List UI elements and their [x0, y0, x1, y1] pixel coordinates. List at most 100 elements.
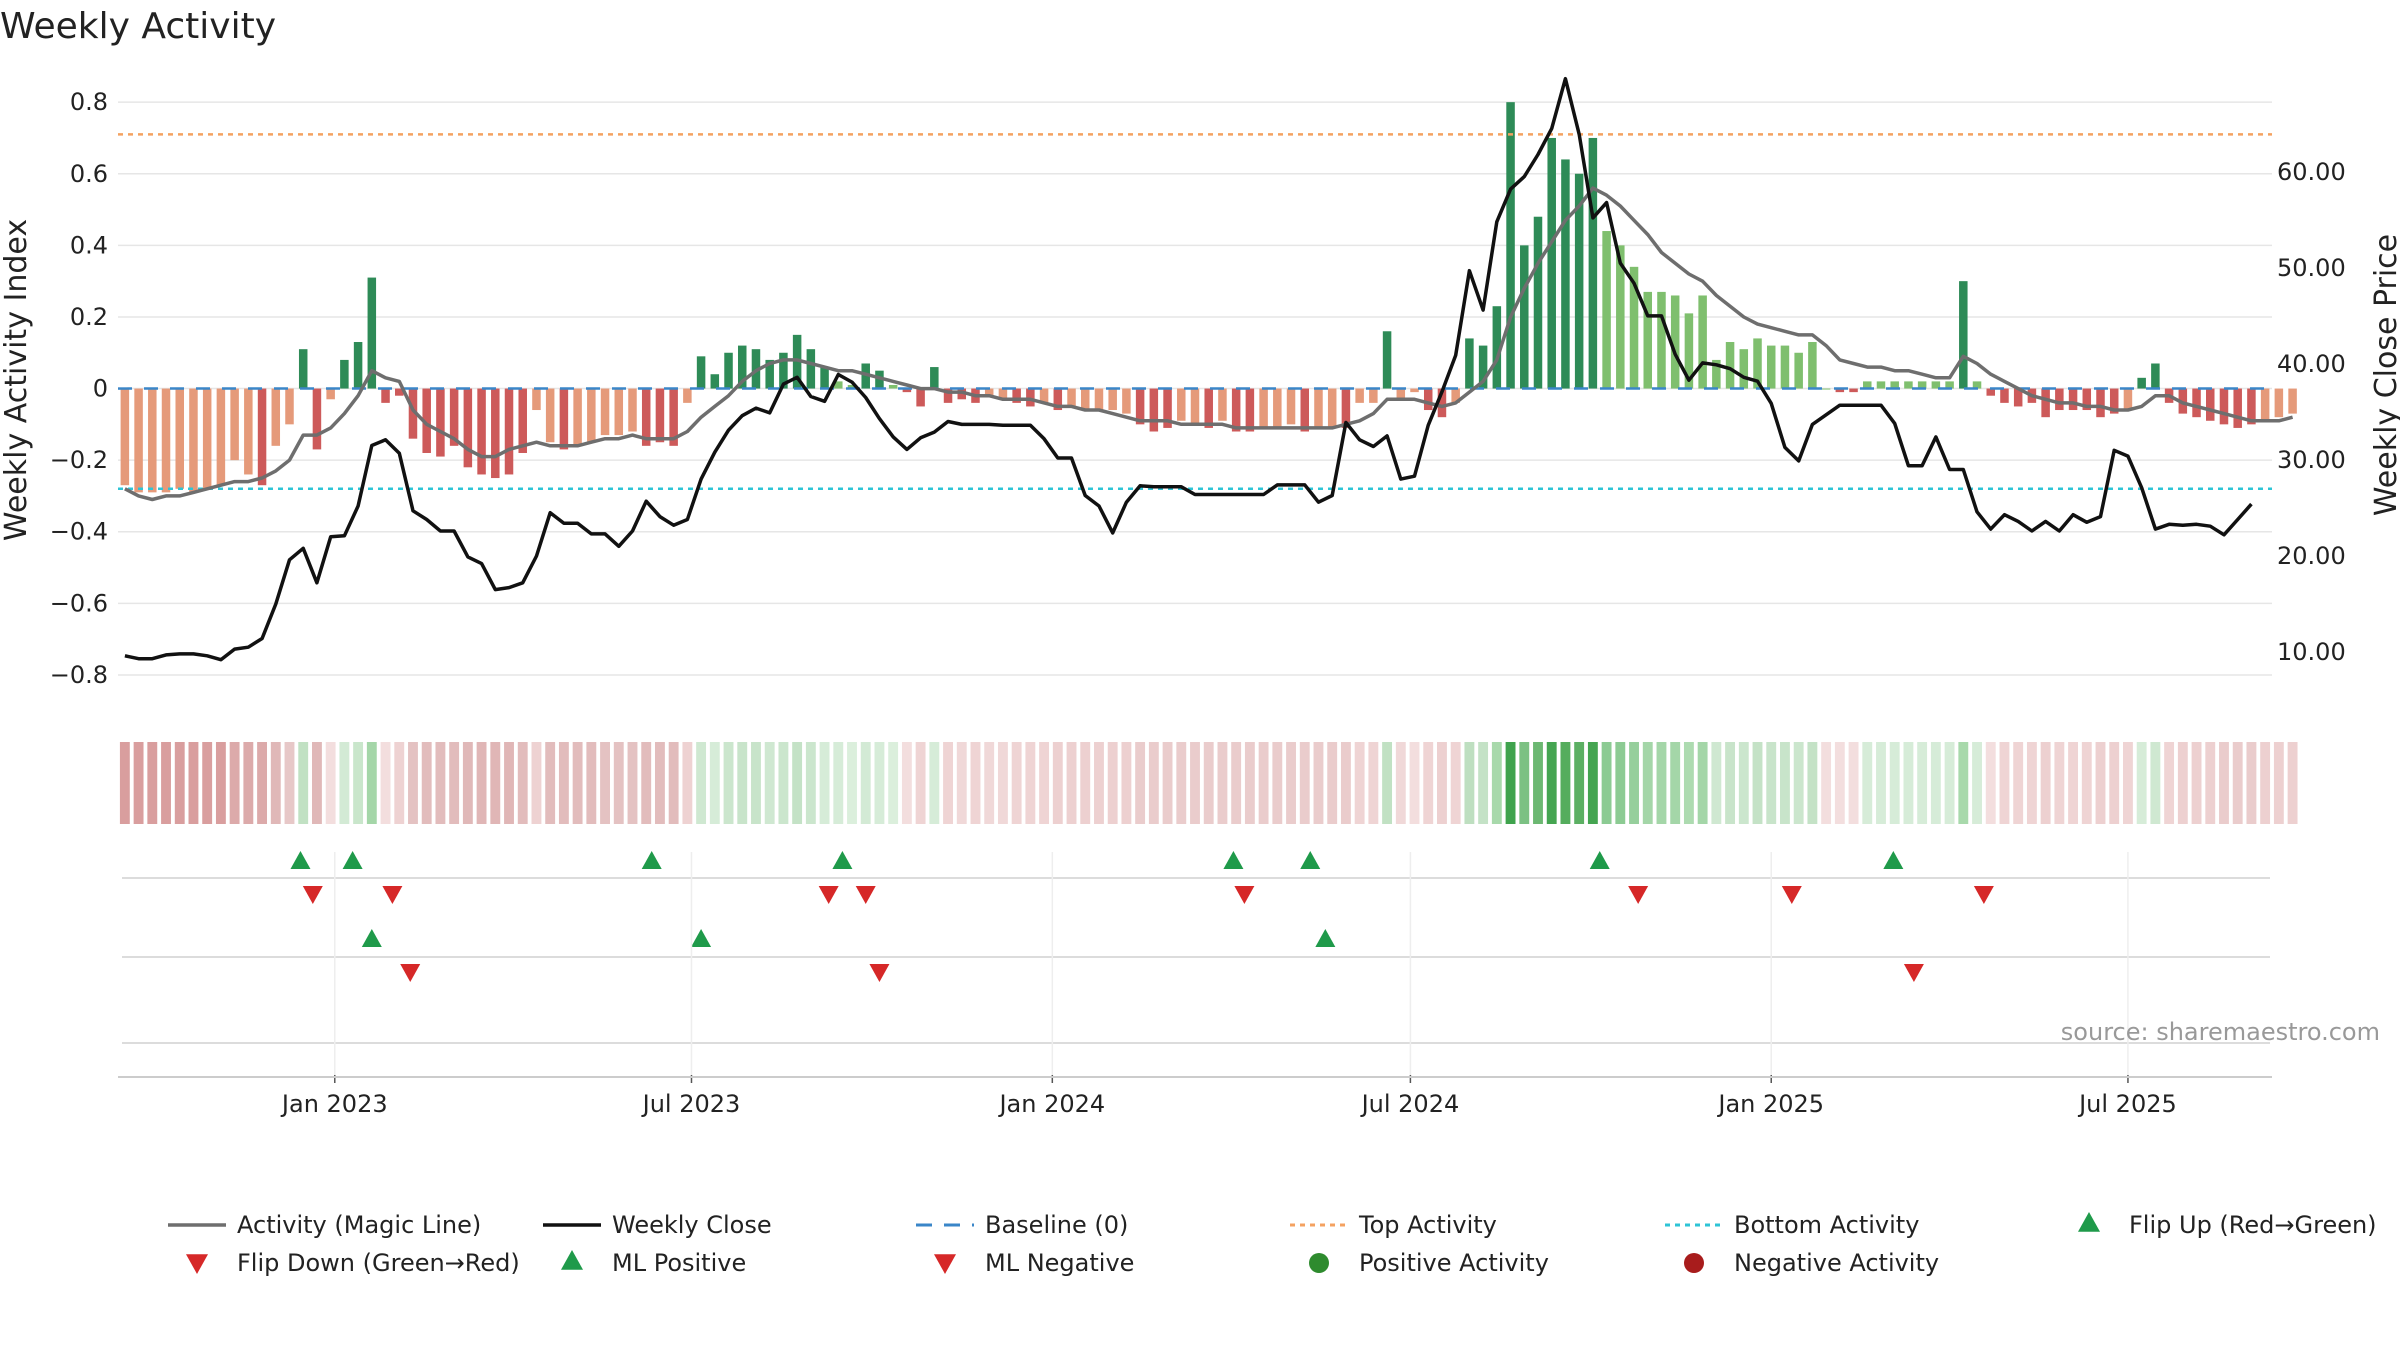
activity-bar	[696, 356, 706, 389]
x-axis-ticks: Jan 2023 Jul 2023 Jan 2024 Jul 2024 Jan 2025…	[118, 852, 2272, 1118]
activity-bar	[491, 388, 500, 479]
strip-cell	[1615, 742, 1626, 824]
activity-bar	[1904, 381, 1913, 389]
activity-bar	[271, 388, 281, 446]
signal-markers-panel	[122, 851, 2270, 1044]
activity-bar	[957, 388, 967, 400]
right-tick-label: 30.00	[2277, 446, 2346, 474]
left-tick-label: 0.8	[70, 88, 108, 116]
strip-cell	[1917, 742, 1928, 824]
activity-bar	[422, 388, 431, 453]
strip-cell	[929, 742, 940, 824]
strip-cell	[641, 742, 652, 824]
activity-bar	[504, 388, 514, 475]
strip-cell	[1148, 742, 1159, 824]
legend-label: Positive Activity	[1359, 1249, 1549, 1277]
strip-cell	[311, 742, 322, 824]
strip-cell	[1711, 742, 1722, 824]
strip-cell	[1972, 742, 1982, 824]
activity-bar	[1286, 388, 1296, 425]
strip-cell	[819, 742, 830, 824]
x-tick-label: Jan 2025	[1716, 1090, 1824, 1118]
activity-bar	[1588, 137, 1598, 389]
activity-bars	[120, 102, 2297, 493]
activity-bar	[1190, 388, 1200, 425]
activity-heat-strip	[119, 742, 2298, 824]
activity-bar	[1300, 388, 1310, 432]
strip-cell	[353, 742, 364, 824]
legend-swatch	[186, 1254, 208, 1274]
strip-cell	[380, 742, 391, 824]
activity-bar	[737, 345, 747, 389]
strip-cell	[2109, 742, 2120, 824]
left-axis-ticks: 0.8 0.6 0.4 0.2 0 −0.2 −0.4 −0.6 −0.8	[50, 88, 108, 689]
ml-positive-marker	[361, 929, 382, 947]
strip-cell	[1478, 742, 1489, 824]
activity-bar	[2288, 388, 2297, 414]
strip-cell	[1107, 742, 1118, 824]
activity-bar	[1643, 291, 1653, 389]
activity-bar	[1561, 159, 1570, 389]
flip-up-marker	[1883, 851, 1904, 869]
strip-cell	[339, 742, 350, 824]
activity-bar	[1670, 295, 1680, 389]
activity-bar	[1616, 245, 1625, 389]
legend-swatch	[2078, 1212, 2100, 1232]
activity-bar	[1629, 266, 1639, 389]
strip-cell	[1327, 742, 1338, 824]
strip-cell	[2095, 742, 2106, 824]
activity-bar	[1245, 388, 1255, 432]
activity-bar	[1218, 388, 1227, 421]
strip-cell	[1244, 742, 1255, 824]
activity-bar	[189, 388, 198, 493]
activity-bar	[1492, 306, 1502, 389]
strip-cell	[2150, 742, 2161, 824]
flip-up-marker	[832, 851, 853, 869]
ml-negative-marker	[869, 964, 890, 982]
activity-bar	[367, 277, 377, 389]
activity-bar	[1808, 342, 1817, 389]
strip-cell	[1437, 742, 1447, 824]
strip-cell	[1340, 742, 1351, 824]
activity-bar	[573, 388, 582, 446]
activity-bar	[1972, 381, 1982, 389]
right-tick-label: 50.00	[2277, 254, 2346, 282]
strip-cell	[2219, 742, 2229, 824]
strip-cell	[833, 742, 844, 824]
left-tick-label: −0.2	[50, 446, 108, 474]
flip-up-marker	[342, 851, 363, 869]
strip-cell	[888, 742, 899, 824]
activity-bar	[1108, 388, 1117, 411]
activity-bar	[779, 352, 788, 389]
activity-bar	[395, 388, 404, 396]
strip-cell	[476, 742, 487, 824]
strip-cell	[1656, 742, 1667, 824]
strip-cell	[1903, 742, 1914, 824]
activity-bar	[1204, 388, 1213, 428]
strip-cell	[600, 742, 610, 824]
strip-cell	[408, 742, 418, 824]
strip-cell	[2013, 742, 2024, 824]
strip-cell	[956, 742, 967, 824]
activity-bar	[1766, 345, 1776, 389]
strip-cell	[2040, 742, 2051, 824]
activity-bar	[1122, 388, 1131, 414]
activity-bar	[436, 388, 445, 457]
activity-bar	[285, 388, 294, 425]
strip-cell	[1834, 742, 1845, 824]
activity-bar	[1520, 245, 1529, 389]
strip-cell	[435, 742, 446, 824]
activity-bar	[175, 388, 184, 489]
activity-bar	[820, 367, 829, 389]
activity-bar	[1547, 137, 1556, 389]
strip-cell	[490, 742, 501, 824]
strip-cell	[1889, 742, 1900, 824]
right-tick-label: 20.00	[2277, 542, 2346, 570]
strip-cell	[901, 742, 912, 824]
strip-cell	[1450, 742, 1461, 824]
strip-cell	[751, 742, 761, 824]
strip-cell	[1217, 742, 1228, 824]
activity-bar	[943, 388, 953, 403]
activity-bar	[1506, 102, 1515, 389]
